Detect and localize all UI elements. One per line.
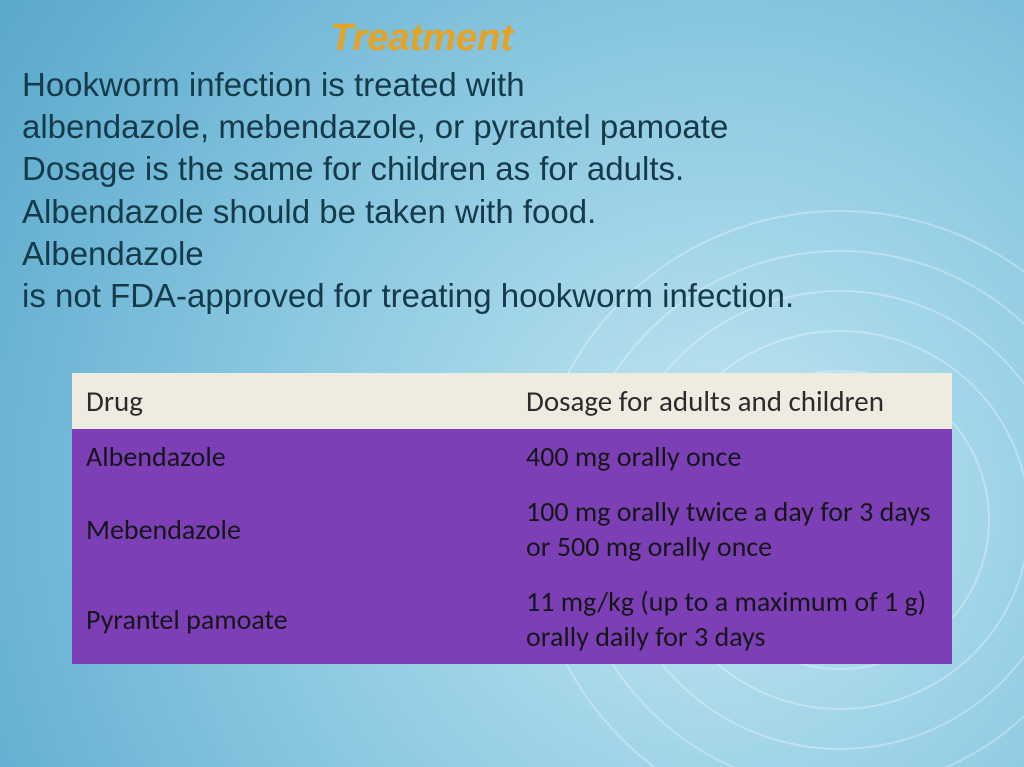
cell-drug: Albendazole [72, 429, 512, 484]
table-header-row: Drug Dosage for adults and children [72, 373, 952, 429]
body-line: is not FDA-approved for treating hookwor… [22, 275, 1002, 317]
cell-dosage: 11 mg/kg (up to a maximum of 1 g) orally… [512, 574, 952, 664]
body-line: Albendazole should be taken with food. [22, 191, 1002, 233]
dosage-table: Drug Dosage for adults and children Albe… [72, 373, 952, 664]
table-row: Albendazole 400 mg orally once [72, 429, 952, 484]
column-header-dosage: Dosage for adults and children [512, 373, 952, 429]
cell-dosage: 100 mg orally twice a day for 3 days or … [512, 484, 952, 574]
cell-drug: Pyrantel pamoate [72, 574, 512, 664]
body-line: Albendazole [22, 233, 1002, 275]
column-header-drug: Drug [72, 373, 512, 429]
slide: Treatment Hookworm infection is treated … [0, 0, 1024, 767]
body-line: Hookworm infection is treated with [22, 64, 1002, 106]
body-text: Hookworm infection is treated with alben… [22, 64, 1002, 317]
slide-title: Treatment [22, 18, 1002, 60]
dosage-table-wrap: Drug Dosage for adults and children Albe… [72, 373, 952, 664]
cell-drug: Mebendazole [72, 484, 512, 574]
cell-dosage: 400 mg orally once [512, 429, 952, 484]
body-line: Dosage is the same for children as for a… [22, 148, 1002, 190]
table-row: Pyrantel pamoate 11 mg/kg (up to a maxim… [72, 574, 952, 664]
table-row: Mebendazole 100 mg orally twice a day fo… [72, 484, 952, 574]
body-line: albendazole, mebendazole, or pyrantel pa… [22, 106, 1002, 148]
